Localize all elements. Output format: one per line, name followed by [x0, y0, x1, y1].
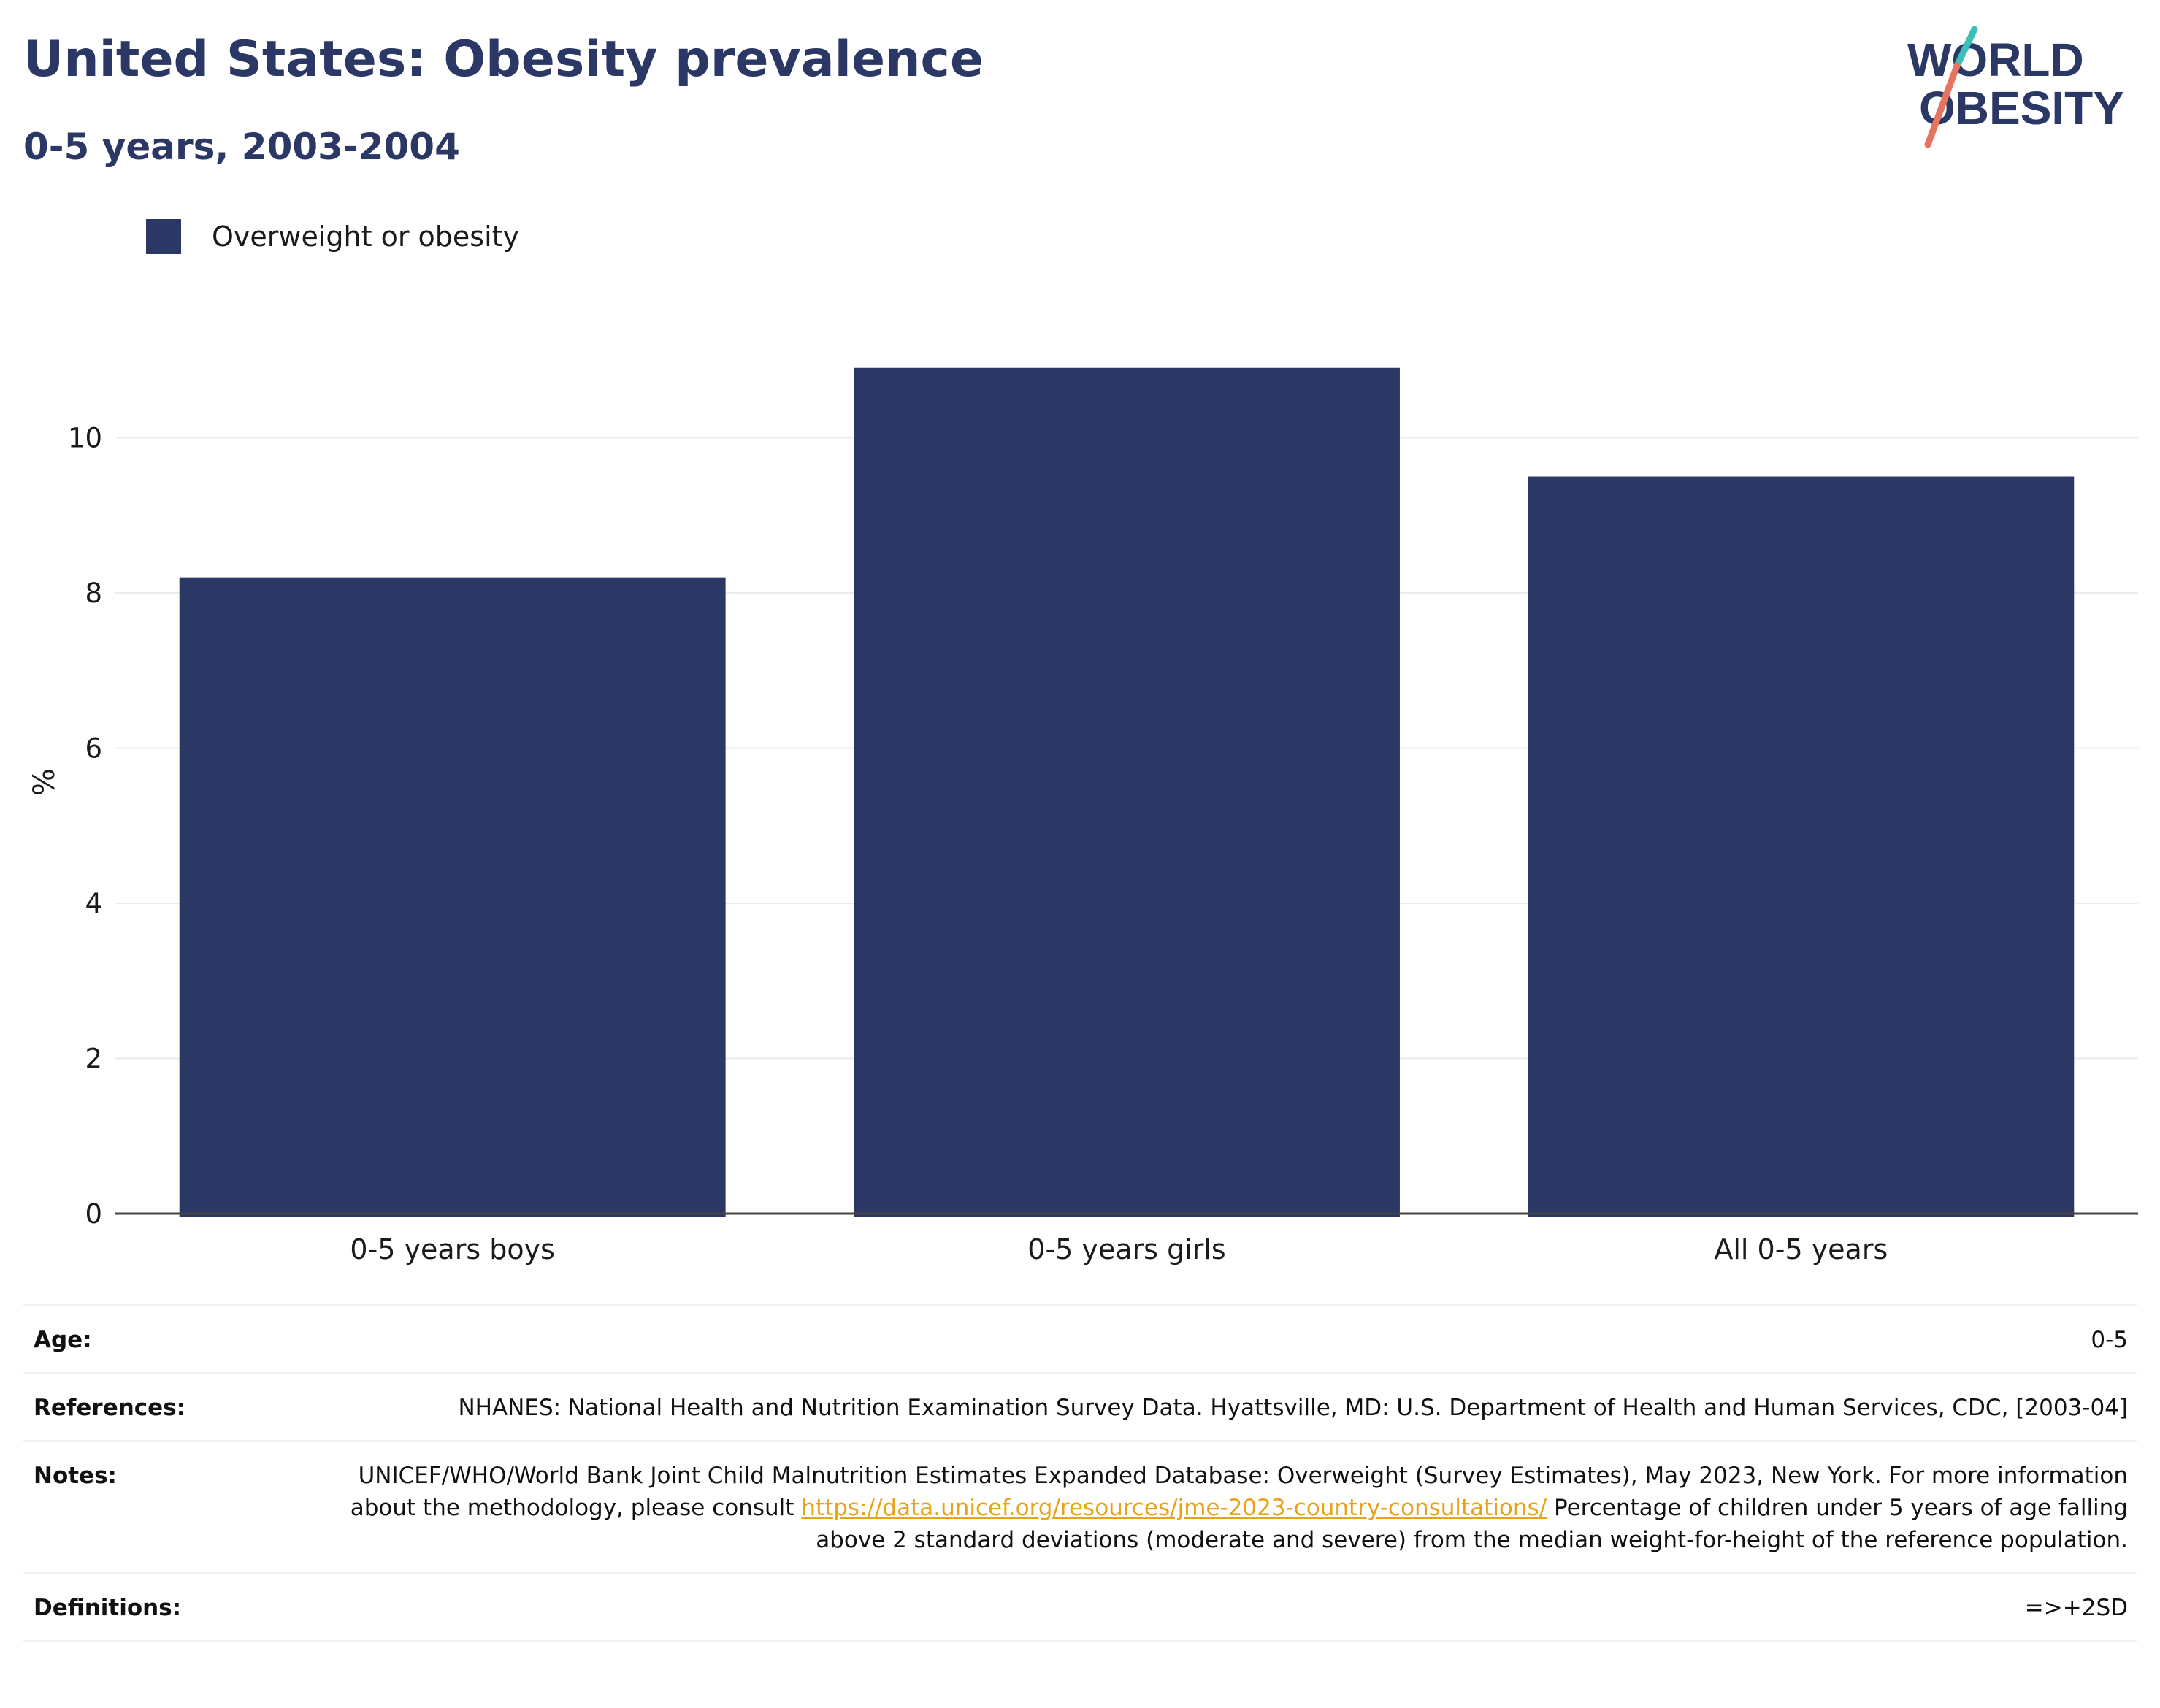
world-obesity-logo: WORLD OBESITY — [1907, 26, 2124, 148]
meta-label-age: Age: — [34, 1327, 92, 1353]
y-tick-label: 0 — [85, 1198, 102, 1230]
x-tick-label: 0-5 years boys — [350, 1233, 554, 1265]
chart-subtitle: 0-5 years, 2003-2004 — [23, 126, 460, 168]
bar — [1528, 476, 2075, 1217]
y-tick-label: 4 — [85, 888, 102, 919]
meta-value-notes: UNICEF/WHO/World Bank Joint Child Malnut… — [296, 1460, 2128, 1556]
meta-label-notes: Notes: — [34, 1463, 117, 1489]
bar-chart: 0 2 4 6 8 10 0-5 years boys 0-5 years girls All … — [28, 367, 2138, 1265]
meta-row-age: Age: 0-5 — [23, 1304, 2137, 1372]
chart-title: United States: Obesity prevalence — [23, 31, 984, 88]
y-tick-label: 10 — [68, 422, 102, 453]
meta-label-references: References: — [34, 1395, 186, 1421]
y-tick-label: 6 — [85, 732, 102, 764]
legend-label: Overweight or obesity — [212, 221, 520, 253]
y-tick-label: 8 — [85, 578, 102, 609]
legend-swatch — [146, 219, 181, 254]
bar — [854, 367, 1400, 1217]
x-tick-label: All 0-5 years — [1714, 1233, 1888, 1265]
notes-text-after: Percentage of children under 5 years of … — [816, 1495, 2128, 1553]
meta-row-references: References: NHANES: National Health and … — [23, 1372, 2137, 1440]
y-axis-title: % — [28, 768, 61, 796]
meta-value-age: 0-5 — [2091, 1327, 2128, 1353]
meta-value-definitions: =>+2SD — [2024, 1595, 2128, 1621]
bar — [179, 577, 726, 1217]
logo-slash-top — [1953, 26, 1978, 69]
notes-methodology-link[interactable]: https://data.unicef.org/resources/jme-20… — [801, 1495, 1547, 1521]
logo-slash-bottom — [1924, 62, 1961, 148]
y-tick-label: 2 — [85, 1043, 102, 1074]
meta-label-definitions: Definitions: — [34, 1595, 182, 1621]
metadata-table: Age: 0-5 References: NHANES: National He… — [23, 1304, 2137, 1642]
meta-row-notes: Notes: UNICEF/WHO/World Bank Joint Child… — [23, 1440, 2137, 1572]
meta-value-references: NHANES: National Health and Nutrition Ex… — [458, 1395, 2128, 1421]
logo-word-obesity: OBESITY — [1919, 82, 2124, 134]
logo-word-world: WORLD — [1907, 34, 2084, 86]
chart-legend[interactable]: Overweight or obesity — [146, 218, 519, 256]
notes-text-before: UNICEF/WHO/World Bank Joint Child Malnut… — [350, 1463, 2128, 1521]
meta-row-definitions: Definitions: =>+2SD — [23, 1572, 2137, 1642]
x-tick-label: 0-5 years girls — [1027, 1233, 1225, 1265]
